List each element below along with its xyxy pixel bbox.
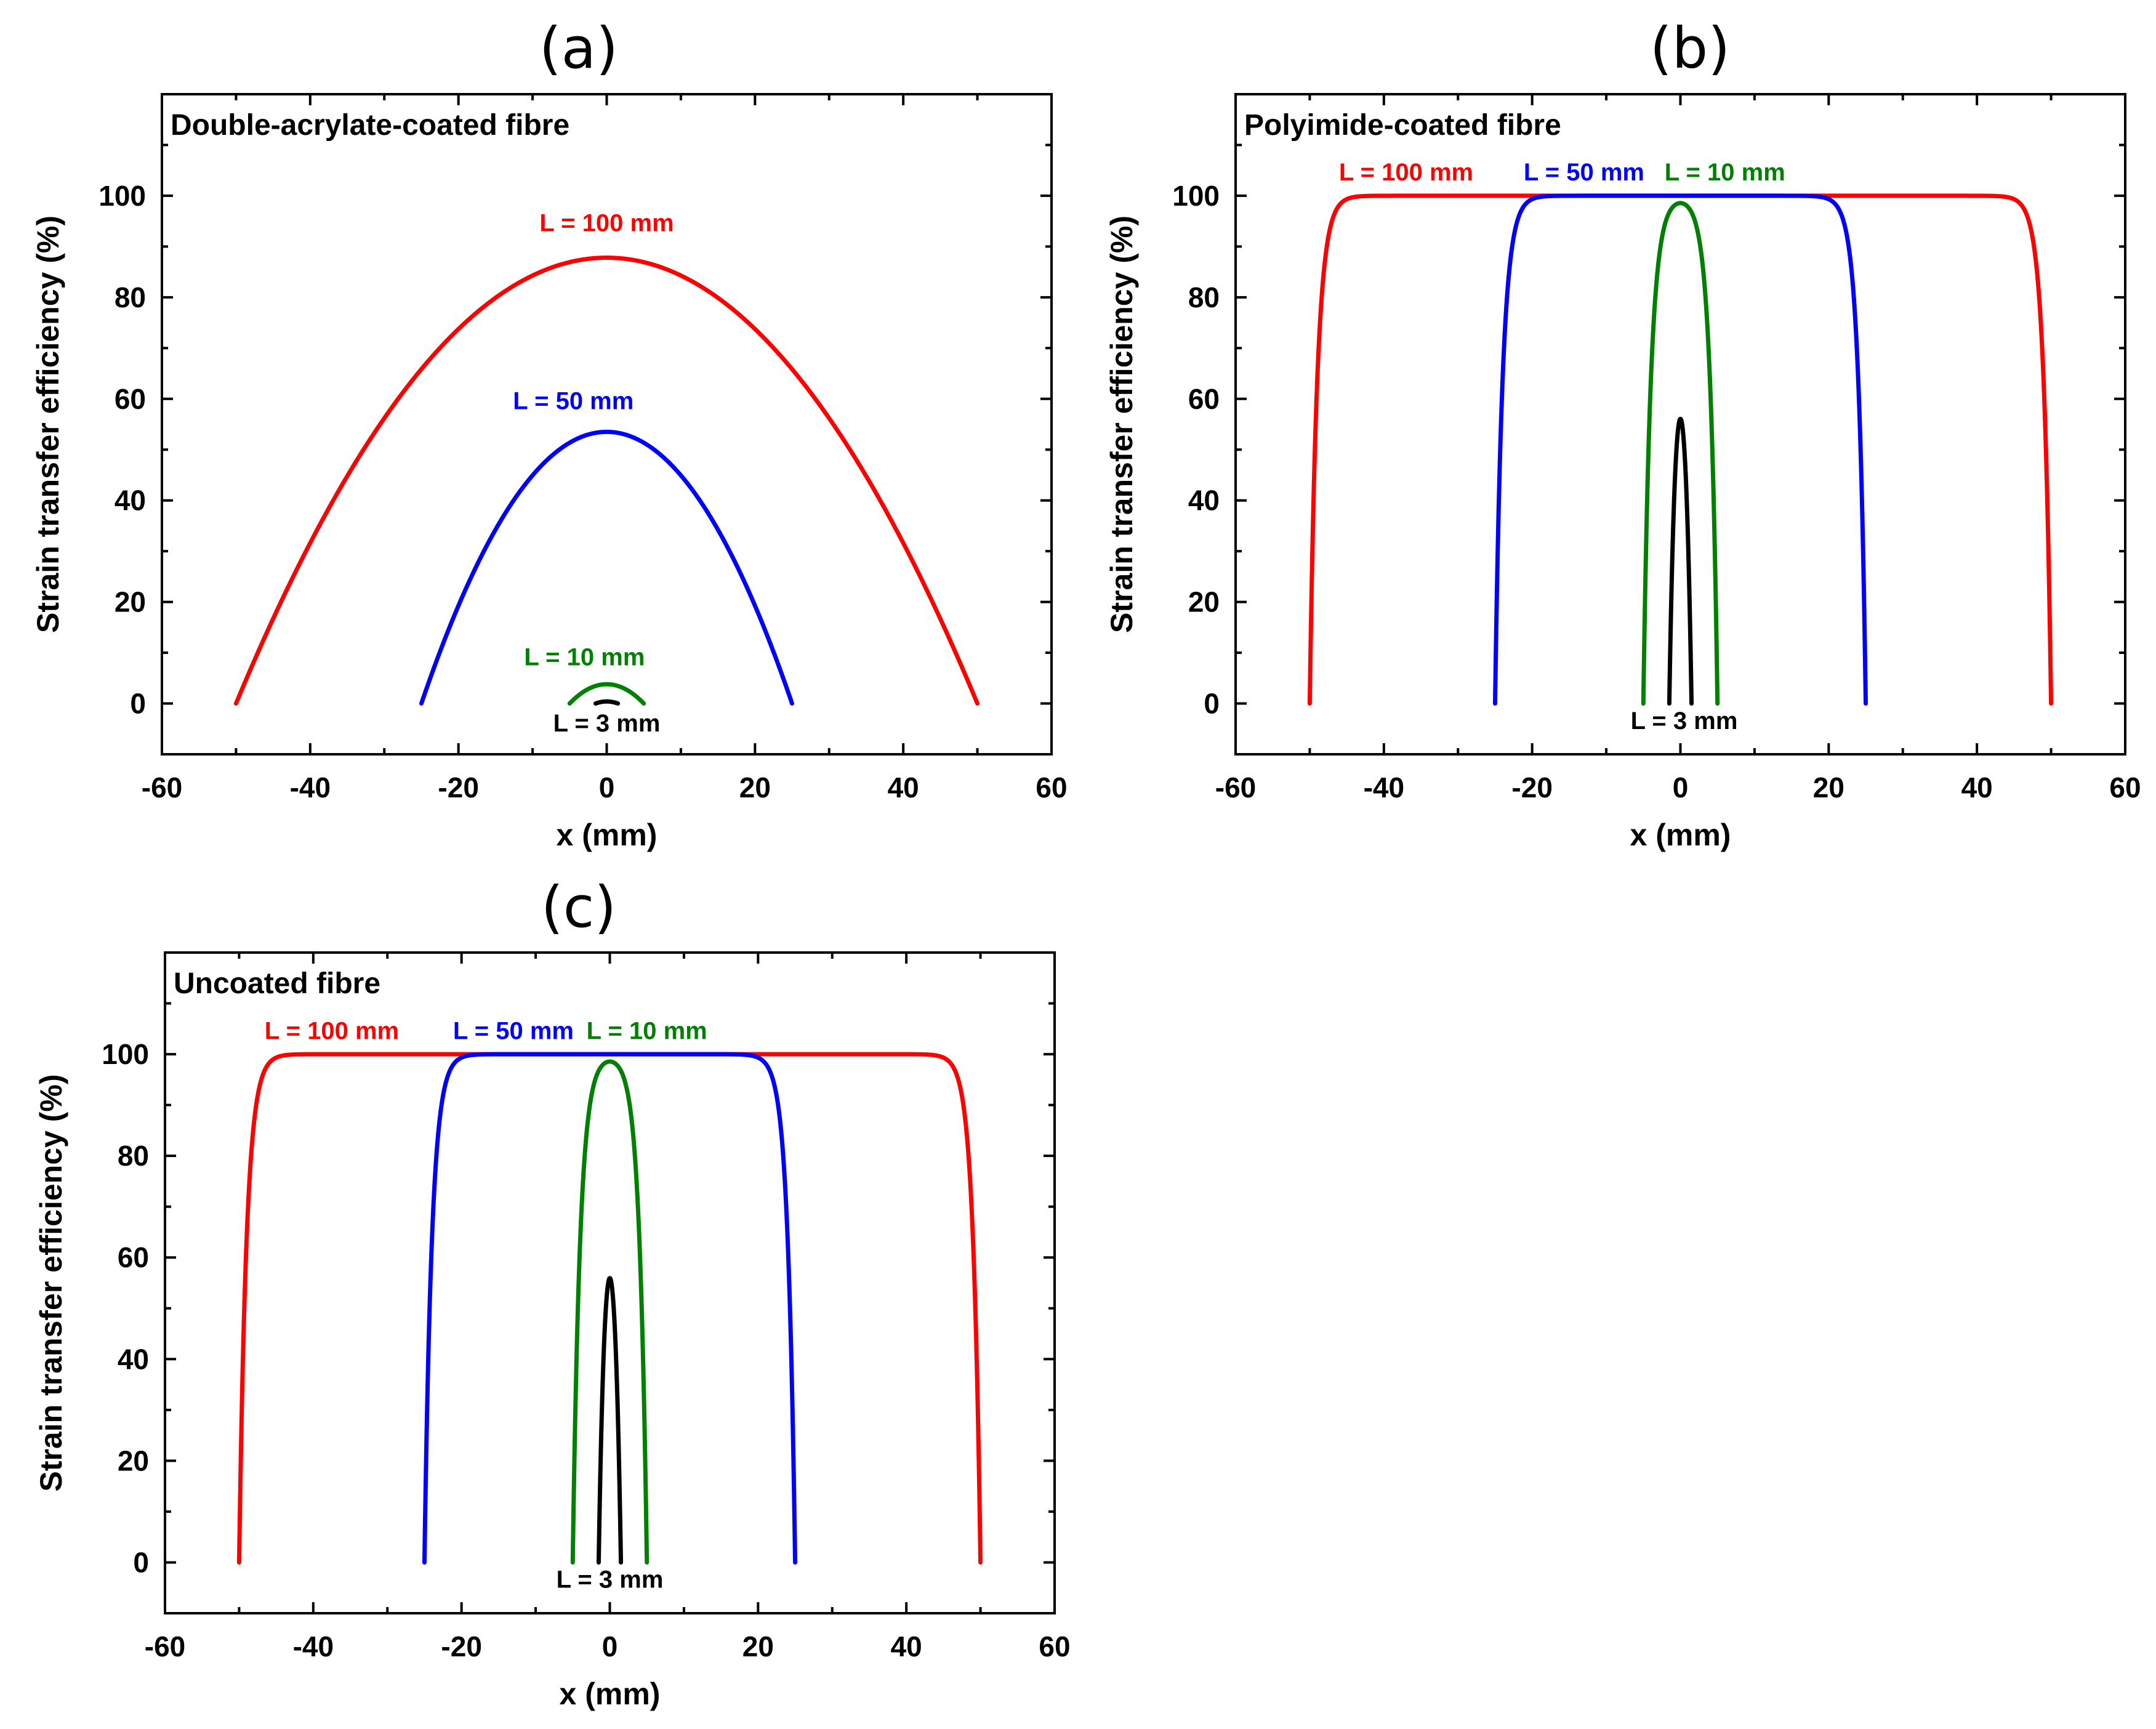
panel-c: (c) -60 -40 -20 0 20 40 60 0 20 40 60 80 100 x (mm) Str…: [34, 874, 1071, 1711]
x-tick-label: -60: [142, 772, 182, 804]
y-tick-label: 100: [99, 180, 146, 212]
series-line-L100: [1307, 193, 2054, 706]
y-tick-label: 40: [118, 1343, 149, 1375]
annotation-label: L = 100 mm: [265, 1017, 399, 1044]
series-line-L50: [422, 1052, 798, 1565]
y-tick-label: 80: [1188, 281, 1220, 313]
y-tick-label: 40: [1188, 485, 1220, 517]
y-tick-label: 60: [118, 1241, 149, 1273]
x-tick-label: 60: [1036, 772, 1067, 804]
panel-b-y-axis-label: Strain transfer efficiency (%): [1104, 216, 1139, 633]
panel-c-title: Uncoated fibre: [174, 967, 380, 1000]
annotation-label: L = 50 mm: [453, 1017, 574, 1044]
panel-a-x-axis-label: x (mm): [557, 818, 658, 852]
x-tick-label: -40: [293, 1630, 334, 1662]
y-tick-label: 60: [1188, 383, 1220, 415]
y-tick-label: 0: [133, 1546, 149, 1578]
x-tick-label: -20: [1511, 772, 1552, 804]
x-tick-label: 20: [742, 1630, 774, 1662]
panel-c-x-axis-label: x (mm): [560, 1677, 661, 1711]
panel-b-letter: (b): [1650, 15, 1730, 81]
x-tick-label: -60: [145, 1630, 185, 1662]
x-tick-label: -60: [1215, 772, 1256, 804]
x-tick-label: -40: [290, 772, 331, 804]
series-line-L100: [233, 256, 980, 706]
x-tick-label: 40: [891, 1630, 922, 1662]
x-tick-label: -20: [441, 1630, 481, 1662]
panel-a-series-group: [233, 256, 980, 706]
x-tick-label: 0: [1673, 772, 1689, 804]
y-tick-label: 100: [102, 1038, 149, 1070]
y-tick-label: 80: [115, 281, 146, 313]
y-tick-label: 20: [118, 1445, 149, 1477]
annotation-label: L = 50 mm: [1524, 159, 1644, 186]
panel-a-title: Double-acrylate-coated fibre: [171, 109, 569, 142]
panel-c-letter: (c): [541, 874, 616, 940]
annotation-label: L = 50 mm: [513, 387, 634, 414]
y-tick-label: 20: [115, 586, 146, 618]
series-line-L3: [1667, 416, 1694, 706]
y-tick-label: 0: [1204, 688, 1220, 720]
x-tick-label: -40: [1364, 772, 1404, 804]
panel-b-title: Polyimide-coated fibre: [1244, 109, 1561, 142]
annotation-label: L = 3 mm: [1631, 707, 1738, 735]
x-tick-label: 60: [1039, 1630, 1070, 1662]
panel-b-series-group: [1307, 193, 2054, 706]
x-tick-label: -20: [438, 772, 478, 804]
annotation-label: L = 100 mm: [1339, 159, 1473, 186]
series-line-L3: [596, 1276, 624, 1565]
y-tick-label: 100: [1172, 180, 1220, 212]
series-line-L50: [419, 429, 795, 706]
series-line-L3: [593, 699, 621, 706]
y-tick-label: 20: [1188, 586, 1220, 618]
annotation-label: L = 10 mm: [587, 1017, 707, 1044]
panel-a-y-axis-label: Strain transfer efficiency (%): [31, 216, 65, 633]
annotation-label: L = 10 mm: [524, 644, 645, 671]
series-line-L10: [567, 682, 646, 706]
x-tick-label: 0: [599, 772, 615, 804]
annotation-label: L = 3 mm: [553, 710, 661, 737]
annotation-label: L = 100 mm: [539, 210, 674, 237]
series-line-L10: [570, 1059, 650, 1565]
series-line-L100: [236, 1052, 983, 1565]
y-tick-label: 0: [130, 688, 146, 720]
panel-c-y-axis-label: Strain transfer efficiency (%): [34, 1074, 68, 1492]
annotation-label: L = 3 mm: [557, 1566, 664, 1594]
y-tick-label: 80: [118, 1140, 149, 1172]
y-tick-label: 40: [115, 485, 146, 517]
x-tick-label: 40: [1961, 772, 1993, 804]
x-tick-label: 60: [2109, 772, 2141, 804]
y-tick-label: 60: [115, 383, 146, 415]
annotation-label: L = 10 mm: [1665, 159, 1785, 186]
panel-b: (b) -60 -40 -20 0 20 40 60 0 20 40 60 80 100 x (mm) Str…: [1104, 15, 2141, 852]
panel-a-letter: (a): [539, 15, 618, 81]
x-tick-label: 20: [1813, 772, 1844, 804]
series-line-L50: [1492, 193, 1868, 706]
x-tick-label: 20: [739, 772, 771, 804]
series-line-L10: [1641, 201, 1720, 706]
panel-a: (a) -60 -40 -20 0 20 40 60 0 20 40 60 80 100 x (mm) Str…: [31, 15, 1068, 852]
panel-b-x-axis-label: x (mm): [1630, 818, 1731, 852]
x-tick-label: 0: [602, 1630, 618, 1662]
x-tick-label: 40: [888, 772, 919, 804]
panel-c-series-group: [236, 1052, 983, 1565]
